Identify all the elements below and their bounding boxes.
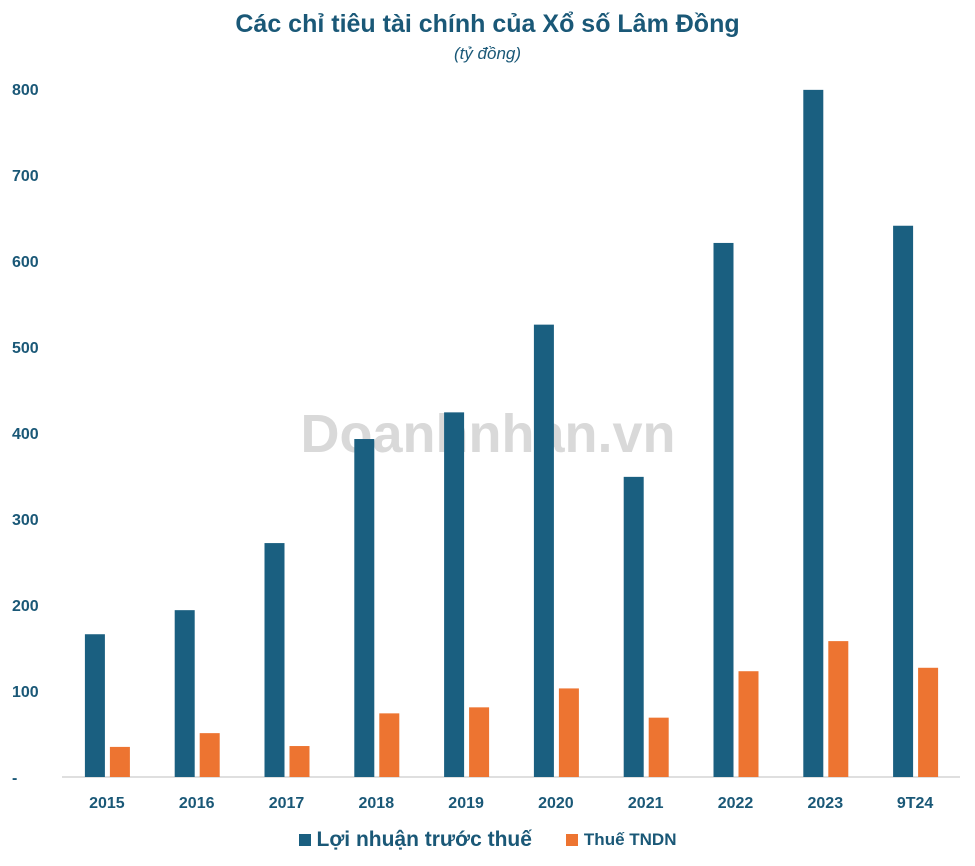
y-tick-label: 300: [12, 512, 39, 529]
bar-tax: [469, 707, 490, 777]
bar-tax: [558, 688, 579, 777]
y-tick-label: 100: [12, 684, 39, 701]
chart-subtitle: (tỷ đồng): [453, 44, 522, 63]
x-tick-label: 2018: [359, 795, 395, 812]
x-tick-label: 2023: [808, 795, 844, 812]
legend-swatch-tax: [565, 834, 578, 846]
x-tick-label: 2021: [628, 795, 664, 812]
bar-profit: [803, 89, 824, 778]
bar-tax: [109, 746, 130, 777]
bar-profit: [354, 439, 375, 777]
y-tick-label: 600: [12, 254, 39, 271]
legend-label-profit: Lợi nhuận trước thuế: [316, 828, 532, 851]
bar-profit: [264, 543, 285, 777]
y-tick-label: -: [12, 770, 17, 787]
x-tick-label: 2019: [448, 795, 484, 812]
x-tick-label: 9T24: [897, 795, 934, 812]
y-tick-label: 500: [12, 340, 39, 357]
bar-tax: [918, 667, 939, 777]
x-tick-label: 2020: [538, 795, 574, 812]
y-tick-label: 700: [12, 168, 39, 185]
bar-tax: [289, 746, 310, 777]
x-tick-label: 2022: [718, 795, 754, 812]
y-tick-label: 800: [12, 82, 39, 99]
bar-profit: [893, 225, 914, 778]
legend-item-profit: Lợi nhuận trước thuế: [298, 828, 532, 852]
chart-title: Các chỉ tiêu tài chính của Xổ số Lâm Đồn…: [235, 10, 740, 38]
x-tick-label: 2015: [89, 795, 125, 812]
bar-tax: [648, 717, 669, 777]
bar-tax: [828, 641, 849, 777]
legend: Lợi nhuận trước thuế Thuế TNDN: [0, 828, 975, 852]
legend-label-tax: Thuế TNDN: [583, 830, 677, 849]
x-tick-label: 2017: [269, 795, 305, 812]
bar-profit: [713, 242, 734, 777]
bar-tax: [738, 671, 759, 777]
bar-profit: [84, 634, 105, 777]
bar-tax: [379, 713, 400, 777]
bar-profit: [623, 476, 644, 777]
legend-item-tax: Thuế TNDN: [565, 828, 677, 852]
y-tick-label: 400: [12, 426, 39, 443]
legend-swatch-profit: [298, 834, 311, 846]
bar-profit: [533, 324, 554, 777]
bar-profit: [444, 412, 465, 777]
bar-tax: [199, 733, 220, 777]
y-tick-label: 200: [12, 598, 39, 615]
bar-profit: [174, 610, 195, 777]
x-tick-label: 2016: [179, 795, 215, 812]
